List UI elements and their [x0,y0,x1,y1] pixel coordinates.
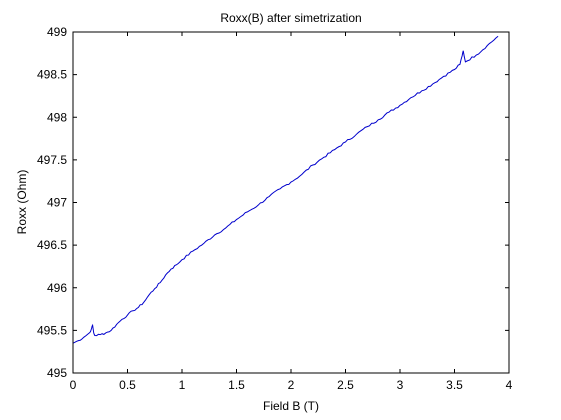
y-tick-label: 495.5 [37,323,67,337]
chart-title: Roxx(B) after simetrization [220,11,361,25]
y-tick-label: 496.5 [37,238,67,252]
y-tick-label: 498.5 [37,68,67,82]
x-tick-label: 0 [70,378,77,392]
y-tick-label: 495 [47,366,67,380]
x-tick-label: 4 [506,378,513,392]
data-series-line [72,35,499,344]
x-tick-label: 3.5 [446,378,463,392]
y-tick-label: 498 [47,110,67,124]
y-tick-label: 496 [47,281,67,295]
x-axis-label: Field B (T) [263,399,319,413]
y-tick-label: 499 [47,25,67,39]
x-tick-label: 1.5 [228,378,245,392]
x-tick-label: 1 [179,378,186,392]
x-tick-label: 2.5 [337,378,354,392]
x-tick-label: 2 [288,378,295,392]
y-axis-label: Roxx (Ohm) [15,170,29,235]
labels-layer: 0 0.5 1 1.5 2 2.5 3 3.5 4 495 495.5 496 496.5 497 497.… [37,25,513,392]
plot-background [73,32,509,373]
x-tick-label: 3 [397,378,404,392]
y-tick-label: 497 [47,196,67,210]
y-tick-label: 497.5 [37,153,67,167]
x-tick-label: 0.5 [119,378,136,392]
plot-frame [72,31,510,374]
